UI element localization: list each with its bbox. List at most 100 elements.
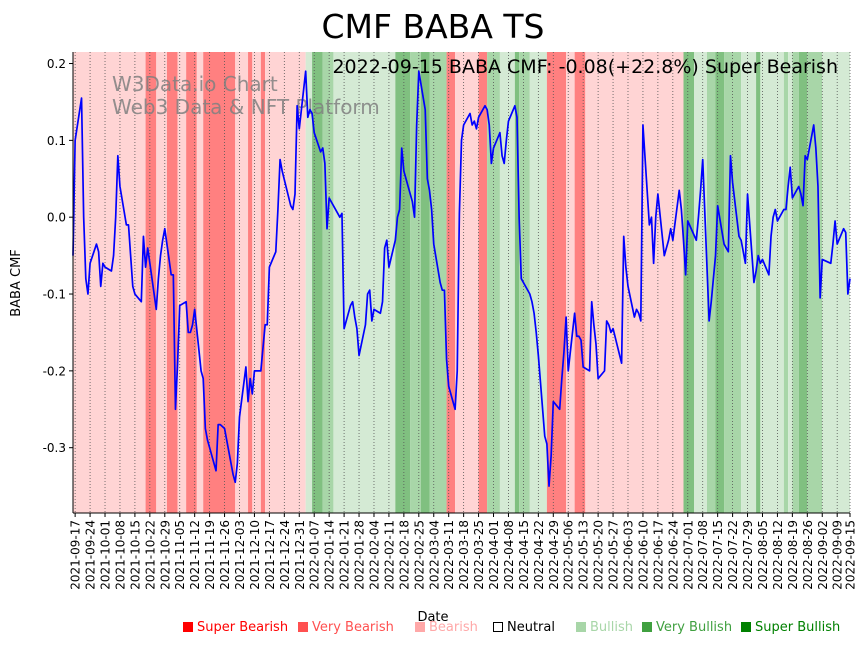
chart-title: CMF BABA TS xyxy=(321,7,544,46)
region-super-bullish xyxy=(395,52,411,513)
region-super-bearish xyxy=(145,52,157,513)
x-tick-label: 2022-06-17 xyxy=(651,520,665,590)
region-very-bullish xyxy=(519,52,530,513)
x-tick-label: 2022-05-27 xyxy=(607,520,621,590)
x-tick-label: 2022-09-02 xyxy=(816,520,830,590)
x-tick-label: 2022-06-03 xyxy=(622,520,636,590)
x-tick-label: 2021-11-26 xyxy=(218,520,232,590)
region-very-bullish xyxy=(410,52,421,513)
x-tick-label: 2022-08-05 xyxy=(756,520,770,590)
legend-swatch xyxy=(415,622,425,632)
x-tick-label: 2022-02-11 xyxy=(382,520,396,590)
y-tick-label: 0.1 xyxy=(47,134,66,148)
region-bullish xyxy=(788,52,793,513)
x-tick-label: 2022-01-28 xyxy=(353,520,367,590)
legend-label: Bullish xyxy=(590,620,634,635)
x-tick-label: 2021-09-17 xyxy=(69,520,83,590)
legend-item-super-bullish: Super Bullish xyxy=(741,620,840,635)
x-ticks: 2021-09-17 2021-09-24 2021-10-01 2021-10-08… xyxy=(69,513,858,590)
region-super-bearish xyxy=(478,52,488,513)
x-tick-label: 2021-11-05 xyxy=(173,520,187,590)
legend-item-very-bearish: Very Bearish xyxy=(298,620,394,635)
region-bearish xyxy=(196,52,204,513)
x-tick-label: 2022-05-20 xyxy=(592,520,606,590)
legend-swatch xyxy=(183,622,193,632)
legend-item-bearish: Bearish xyxy=(415,620,478,635)
y-ticks: 0.2 0.1 0.0 -0.1 -0.2 -0.3 xyxy=(43,57,73,455)
x-tick-label: 2021-10-22 xyxy=(143,520,157,590)
x-tick-label: 2022-07-15 xyxy=(711,520,725,590)
x-tick-label: 2022-09-09 xyxy=(831,520,845,590)
x-tick-label: 2021-12-03 xyxy=(233,520,247,590)
axes xyxy=(72,52,850,514)
x-tick-label: 2022-07-22 xyxy=(726,520,740,590)
region-super-bearish xyxy=(260,52,266,513)
y-tick-label: -0.2 xyxy=(43,364,66,378)
x-tick-label: 2021-12-31 xyxy=(293,520,307,590)
region-bearish xyxy=(177,52,187,513)
x-tick-label: 2022-05-06 xyxy=(562,520,576,590)
x-tick-label: 2021-09-24 xyxy=(84,520,98,590)
x-tick-label: 2022-07-08 xyxy=(696,520,710,590)
x-tick-label: 2022-04-15 xyxy=(517,520,531,590)
sentiment-regions xyxy=(73,52,850,513)
legend-item-neutral: Neutral xyxy=(493,620,555,635)
chart-annotation: 2022-09-15 BABA CMF: -0.08(+22.8%) Super… xyxy=(332,56,838,78)
region-bullish xyxy=(499,52,515,513)
x-tick-label: 2022-07-29 xyxy=(741,520,755,590)
x-tick-label: 2022-04-01 xyxy=(487,520,501,590)
region-bullish xyxy=(760,52,784,513)
region-super-bullish xyxy=(420,52,430,513)
region-super-bearish xyxy=(248,52,253,513)
region-bearish xyxy=(235,52,249,513)
legend-item-bullish: Bullish xyxy=(576,620,633,635)
region-bullish xyxy=(305,52,313,513)
x-tick-label: 2022-02-04 xyxy=(367,520,381,590)
region-bullish xyxy=(529,52,547,513)
region-super-bearish xyxy=(166,52,178,513)
region-super-bearish xyxy=(574,52,586,513)
legend-swatch xyxy=(741,622,751,632)
legend-swatch xyxy=(493,622,503,632)
x-tick-label: 2021-10-29 xyxy=(158,520,172,590)
y-tick-label: -0.3 xyxy=(43,441,66,455)
legend-item-super-bearish: Super Bearish xyxy=(183,620,288,635)
y-tick-label: -0.1 xyxy=(43,288,66,302)
region-very-bullish xyxy=(322,52,334,513)
x-tick-label: 2021-10-08 xyxy=(113,520,127,590)
x-tick-label: 2022-02-18 xyxy=(397,520,411,590)
cmf-series-line xyxy=(72,70,851,487)
region-very-bullish xyxy=(783,52,789,513)
x-tick-label: 2022-01-14 xyxy=(323,520,337,590)
region-super-bearish xyxy=(546,52,567,513)
watermark-line-1: W3Data.io Chart xyxy=(112,72,278,96)
x-tick-label: 2022-08-12 xyxy=(771,520,785,590)
region-bearish xyxy=(252,52,261,513)
x-tick-label: 2021-12-17 xyxy=(263,520,277,590)
legend-label: Very Bullish xyxy=(656,620,733,635)
region-super-bullish xyxy=(514,52,520,513)
region-very-bullish xyxy=(807,52,823,513)
x-tick-label: 2022-01-07 xyxy=(308,520,322,590)
x-tick-label: 2022-03-04 xyxy=(427,520,441,590)
region-bullish xyxy=(741,52,757,513)
watermark: W3Data.io Chart Web3 Data & NFT Platform xyxy=(112,72,380,119)
x-tick-label: 2021-11-12 xyxy=(188,520,202,590)
legend-swatch xyxy=(298,622,308,632)
x-tick-label: 2022-08-19 xyxy=(786,520,800,590)
region-super-bearish xyxy=(186,52,197,513)
legend-label: Super Bullish xyxy=(755,620,841,635)
region-very-bullish xyxy=(487,52,500,513)
x-tick-label: 2022-07-01 xyxy=(681,520,695,590)
region-super-bearish xyxy=(446,52,456,513)
x-tick-label: 2021-11-19 xyxy=(203,520,217,590)
region-super-bullish xyxy=(715,52,725,513)
legend-item-very-bullish: Very Bullish xyxy=(642,620,732,635)
legend-swatch xyxy=(576,622,586,632)
x-tick-label: 2022-04-29 xyxy=(547,520,561,590)
region-very-bullish xyxy=(792,52,799,513)
region-super-bullish xyxy=(798,52,808,513)
region-very-bullish xyxy=(724,52,742,513)
region-super-bullish xyxy=(756,52,761,513)
x-tick-label: 2022-06-24 xyxy=(666,520,680,590)
